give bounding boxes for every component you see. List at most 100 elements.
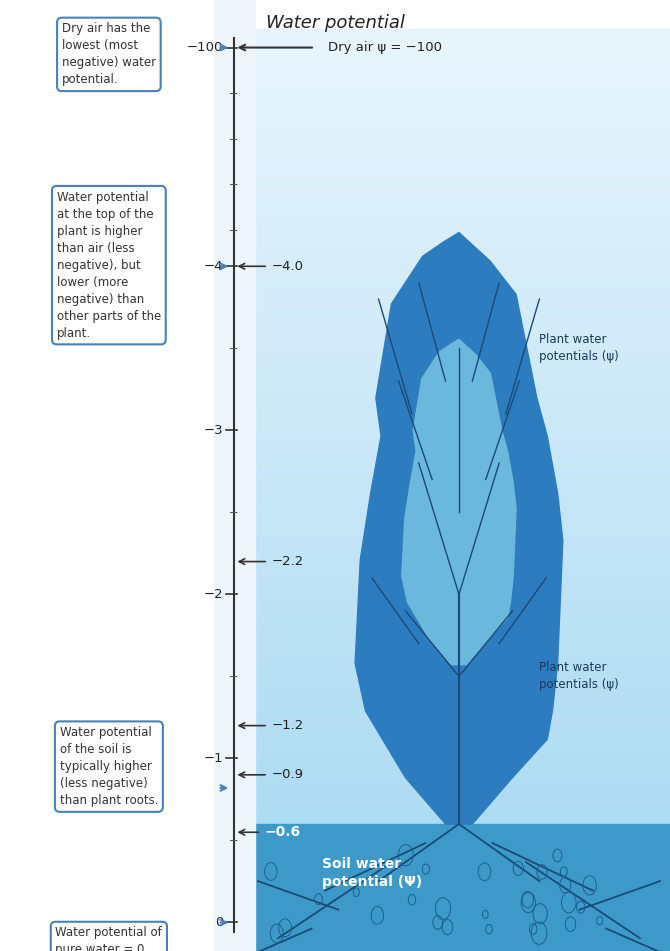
Bar	[255, 187, 670, 198]
Text: −2.2: −2.2	[271, 555, 304, 568]
Bar	[255, 167, 670, 178]
Bar	[255, 774, 670, 785]
Bar	[255, 575, 670, 586]
Bar	[255, 267, 670, 277]
Bar	[255, 327, 670, 337]
Text: −0.9: −0.9	[271, 768, 304, 782]
Bar	[255, 128, 670, 138]
Bar	[255, 586, 670, 595]
Text: Dry air has the
lowest (most
negative) water
potential.: Dry air has the lowest (most negative) w…	[62, 23, 156, 87]
Bar	[255, 347, 670, 357]
Bar	[255, 49, 670, 58]
Bar	[255, 287, 670, 297]
Text: −2: −2	[204, 588, 223, 601]
Bar	[255, 765, 670, 774]
Text: −100: −100	[187, 41, 223, 54]
Bar	[255, 645, 670, 655]
Bar	[255, 625, 670, 635]
Bar	[214, 0, 255, 951]
Bar	[255, 466, 670, 476]
Bar	[255, 386, 670, 397]
Bar	[255, 108, 670, 118]
Bar	[255, 178, 670, 187]
Text: −3: −3	[204, 424, 223, 437]
Bar	[255, 734, 670, 745]
Bar	[255, 357, 670, 367]
Bar	[255, 546, 670, 555]
Bar	[255, 486, 670, 495]
Bar	[255, 476, 670, 486]
Text: Soil water
potential (Ψ): Soil water potential (Ψ)	[322, 857, 422, 889]
Bar	[255, 417, 670, 426]
Text: Plant water
potentials (ψ): Plant water potentials (ψ)	[539, 333, 619, 363]
Bar	[255, 377, 670, 386]
Bar	[255, 555, 670, 566]
Bar	[255, 98, 670, 108]
Text: Dry air ψ = −100: Dry air ψ = −100	[328, 41, 442, 54]
Bar	[255, 147, 670, 158]
Bar	[255, 675, 670, 685]
Bar	[255, 337, 670, 347]
Bar	[255, 397, 670, 406]
Text: Water potential of
pure water = 0.: Water potential of pure water = 0.	[56, 926, 162, 951]
Bar	[255, 307, 670, 317]
Bar	[255, 605, 670, 615]
Bar	[255, 257, 670, 267]
Bar	[255, 88, 670, 98]
Bar	[255, 317, 670, 327]
Bar	[255, 665, 670, 675]
Bar	[255, 824, 670, 951]
Bar	[255, 198, 670, 207]
Bar	[255, 635, 670, 645]
Polygon shape	[447, 759, 471, 824]
Bar	[255, 367, 670, 377]
Bar	[255, 456, 670, 466]
Bar	[255, 615, 670, 625]
Text: −4.0: −4.0	[271, 260, 304, 273]
Bar	[255, 118, 670, 128]
Bar	[255, 207, 670, 218]
Text: −0.6: −0.6	[265, 825, 301, 839]
Bar	[255, 714, 670, 725]
Bar	[255, 406, 670, 417]
Bar	[255, 277, 670, 287]
Bar	[255, 526, 670, 535]
Text: Plant water
potentials (ψ): Plant water potentials (ψ)	[539, 661, 619, 691]
Text: −1.2: −1.2	[271, 719, 304, 732]
Bar	[255, 38, 670, 49]
Polygon shape	[355, 233, 563, 824]
Bar	[255, 566, 670, 575]
Bar	[255, 515, 670, 526]
Bar	[255, 218, 670, 227]
Bar	[255, 138, 670, 147]
Bar	[255, 814, 670, 824]
Text: −1: −1	[204, 752, 223, 765]
Text: 0: 0	[214, 916, 223, 929]
Polygon shape	[402, 340, 516, 665]
Text: Water potential
of the soil is
typically higher
(less negative)
than plant roots: Water potential of the soil is typically…	[60, 727, 158, 807]
Text: Water potential: Water potential	[265, 14, 405, 32]
Bar	[255, 805, 670, 814]
Bar	[255, 238, 670, 247]
Bar	[255, 297, 670, 307]
Bar	[255, 595, 670, 605]
Text: Water potential
at the top of the
plant is higher
than air (less
negative), but
: Water potential at the top of the plant …	[57, 190, 161, 340]
Bar	[255, 725, 670, 734]
Bar	[255, 655, 670, 665]
Bar	[255, 705, 670, 714]
Bar	[255, 794, 670, 805]
Bar	[255, 446, 670, 456]
Bar	[255, 695, 670, 705]
Bar	[255, 437, 670, 446]
Bar	[255, 426, 670, 437]
Bar	[255, 535, 670, 546]
Bar	[255, 227, 670, 238]
Bar	[255, 58, 670, 68]
Bar	[255, 785, 670, 794]
Bar	[255, 685, 670, 695]
Bar	[255, 29, 670, 38]
Text: −4: −4	[204, 260, 223, 273]
Bar	[255, 247, 670, 257]
Bar	[255, 68, 670, 78]
Bar	[255, 495, 670, 506]
